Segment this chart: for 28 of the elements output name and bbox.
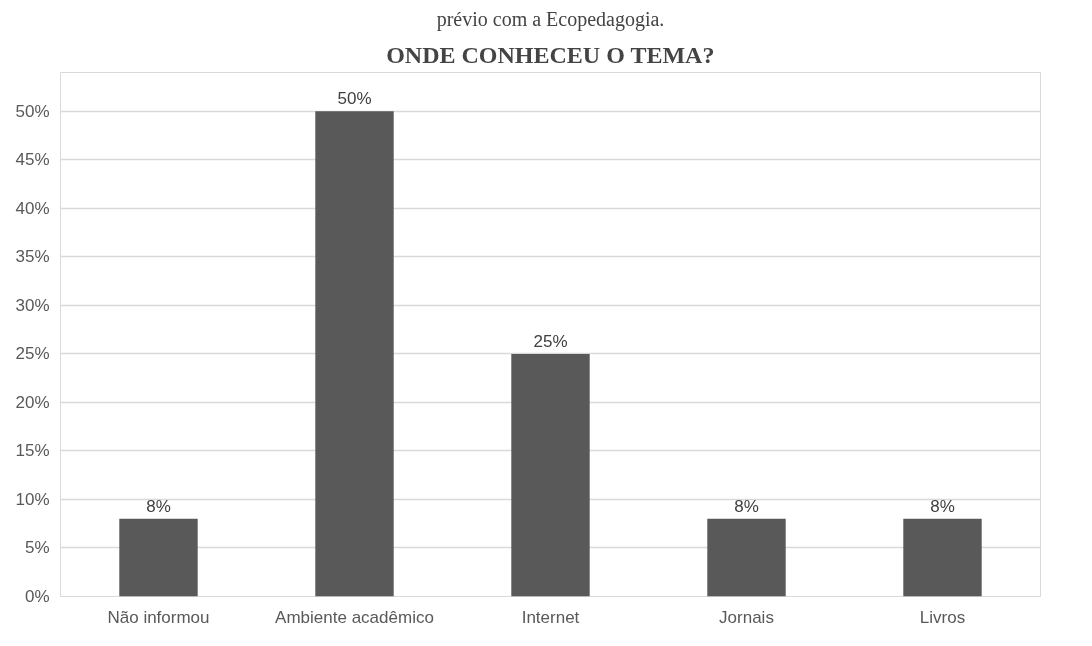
- y-tick-label: 35%: [15, 247, 50, 267]
- x-tick-label: Não informou: [107, 607, 210, 627]
- y-tick-label: 5%: [24, 538, 50, 558]
- chart-title: ONDE CONHECEU O TEMA?: [386, 41, 715, 68]
- bar: [119, 518, 198, 597]
- y-tick-label: 10%: [15, 489, 50, 509]
- bar: [903, 518, 982, 597]
- bar: [511, 353, 590, 597]
- bar: [707, 518, 786, 597]
- data-label: 50%: [337, 89, 372, 109]
- y-tick-label: 0%: [24, 587, 50, 606]
- y-tick-label: 30%: [15, 295, 50, 315]
- data-label: 8%: [930, 496, 955, 516]
- x-tick-label: Internet: [521, 607, 580, 627]
- data-label: 8%: [146, 496, 171, 516]
- text: prévio com a Ecopedagogia.: [436, 7, 665, 31]
- x-tick-label: Jornais: [719, 607, 774, 627]
- y-tick-label: 50%: [15, 101, 50, 121]
- bar: [315, 111, 394, 597]
- y-tick-label: 15%: [15, 441, 50, 461]
- y-tick-label: 25%: [15, 344, 50, 364]
- x-tick-label: Livros: [919, 607, 966, 627]
- x-tick-label: Ambiente acadêmico: [275, 607, 434, 627]
- y-tick-label: 40%: [15, 198, 50, 218]
- y-tick-label: 20%: [15, 392, 50, 412]
- data-label: 8%: [734, 496, 759, 516]
- y-tick-label: 45%: [15, 150, 50, 170]
- data-label: 25%: [533, 331, 568, 351]
